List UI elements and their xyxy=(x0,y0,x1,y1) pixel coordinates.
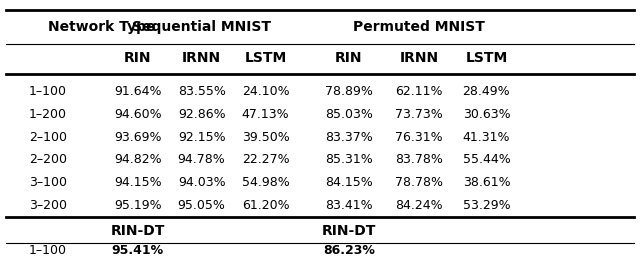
Text: RIN: RIN xyxy=(124,51,151,65)
Text: 73.73%: 73.73% xyxy=(396,108,443,121)
Text: LSTM: LSTM xyxy=(244,51,287,65)
Text: IRNN: IRNN xyxy=(182,51,221,65)
Text: IRNN: IRNN xyxy=(399,51,439,65)
Text: 94.78%: 94.78% xyxy=(178,154,225,166)
Text: 84.15%: 84.15% xyxy=(325,176,372,189)
Text: 39.50%: 39.50% xyxy=(242,131,289,144)
Text: 2–200: 2–200 xyxy=(29,154,67,166)
Text: 55.44%: 55.44% xyxy=(463,154,510,166)
Text: 92.86%: 92.86% xyxy=(178,108,225,121)
Text: 3–200: 3–200 xyxy=(29,199,67,212)
Text: 78.78%: 78.78% xyxy=(396,176,444,189)
Text: 94.15%: 94.15% xyxy=(114,176,161,189)
Text: 95.19%: 95.19% xyxy=(114,199,161,212)
Text: 78.89%: 78.89% xyxy=(325,85,372,98)
Text: RIN-DT: RIN-DT xyxy=(322,224,376,238)
Text: 3–100: 3–100 xyxy=(29,176,67,189)
Text: 92.15%: 92.15% xyxy=(178,131,225,144)
Text: 83.37%: 83.37% xyxy=(325,131,372,144)
Text: 1–200: 1–200 xyxy=(29,108,67,121)
Text: Sequential MNIST: Sequential MNIST xyxy=(132,20,271,34)
Text: 95.41%: 95.41% xyxy=(111,244,164,257)
Text: 22.27%: 22.27% xyxy=(242,154,289,166)
Text: 2–100: 2–100 xyxy=(29,131,67,144)
Text: 1–100: 1–100 xyxy=(29,85,67,98)
Text: 94.03%: 94.03% xyxy=(178,176,225,189)
Text: 83.78%: 83.78% xyxy=(396,154,443,166)
Text: 38.61%: 38.61% xyxy=(463,176,510,189)
Text: RIN-DT: RIN-DT xyxy=(111,224,164,238)
Text: Permuted MNIST: Permuted MNIST xyxy=(353,20,485,34)
Text: 94.60%: 94.60% xyxy=(114,108,161,121)
Text: 61.20%: 61.20% xyxy=(242,199,289,212)
Text: 83.55%: 83.55% xyxy=(178,85,225,98)
Text: 54.98%: 54.98% xyxy=(242,176,289,189)
Text: 28.49%: 28.49% xyxy=(463,85,510,98)
Text: 41.31%: 41.31% xyxy=(463,131,510,144)
Text: 93.69%: 93.69% xyxy=(114,131,161,144)
Text: 30.63%: 30.63% xyxy=(463,108,510,121)
Text: 47.13%: 47.13% xyxy=(242,108,289,121)
Text: 24.10%: 24.10% xyxy=(242,85,289,98)
Text: RIN: RIN xyxy=(335,51,362,65)
Text: 84.24%: 84.24% xyxy=(396,199,443,212)
Text: 83.41%: 83.41% xyxy=(325,199,372,212)
Text: 91.64%: 91.64% xyxy=(114,85,161,98)
Text: LSTM: LSTM xyxy=(465,51,508,65)
Text: 85.03%: 85.03% xyxy=(325,108,372,121)
Text: 85.31%: 85.31% xyxy=(325,154,372,166)
Text: 95.05%: 95.05% xyxy=(178,199,225,212)
Text: Network Type: Network Type xyxy=(48,20,156,34)
Text: 94.82%: 94.82% xyxy=(114,154,161,166)
Text: 1–100: 1–100 xyxy=(29,244,67,257)
Text: 62.11%: 62.11% xyxy=(396,85,443,98)
Text: 76.31%: 76.31% xyxy=(396,131,443,144)
Text: 86.23%: 86.23% xyxy=(323,244,375,257)
Text: 53.29%: 53.29% xyxy=(463,199,510,212)
